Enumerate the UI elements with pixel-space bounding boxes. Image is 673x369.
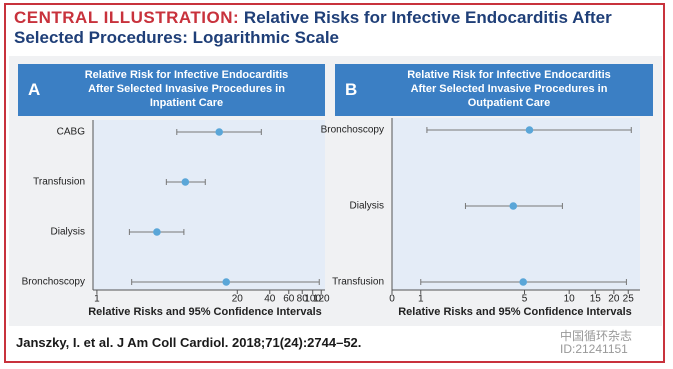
panel-title: Relative Risk for Infective Endocarditis… xyxy=(84,69,289,109)
x-tick-label: 1 xyxy=(94,294,100,305)
x-tick-label: 5 xyxy=(522,294,528,305)
y-tick-label: Dialysis xyxy=(350,201,384,212)
y-tick-label: Dialysis xyxy=(51,227,85,238)
header-label: CENTRAL ILLUSTRATION: xyxy=(14,8,240,27)
y-tick-label: CABG xyxy=(57,127,86,138)
plot-area xyxy=(93,120,325,290)
header-title: Relative Risks for Infective Endocarditi… xyxy=(14,8,612,47)
x-tick-label: 120 xyxy=(313,294,330,305)
x-tick-label: 100 xyxy=(304,294,321,305)
y-tick-label: Transfusion xyxy=(332,277,384,288)
point xyxy=(509,202,518,210)
point xyxy=(525,126,534,134)
point xyxy=(215,128,224,136)
x-tick-label: 80 xyxy=(297,294,309,305)
watermark-id: ID:21241151 xyxy=(560,342,628,356)
x-tick-label: 1 xyxy=(418,294,424,305)
x-axis-title: Relative Risks and 95% Confidence Interv… xyxy=(398,306,632,318)
panel-letter: A xyxy=(28,80,41,99)
point xyxy=(519,278,528,286)
watermark: 中国循环杂志 ID:21241151 xyxy=(560,330,632,356)
x-tick-label: 20 xyxy=(232,294,244,305)
panel-letter: B xyxy=(345,80,358,99)
panel-header: B Relative Risk for Infective Endocardit… xyxy=(335,64,653,116)
frame xyxy=(4,3,665,363)
y-tick-label: Bronchoscopy xyxy=(321,125,384,136)
point xyxy=(153,228,161,236)
x-axis-title: Relative Risks and 95% Confidence Interv… xyxy=(88,306,322,318)
point xyxy=(181,178,190,186)
panel-header: A Relative Risk for Infective Endocardit… xyxy=(18,64,325,116)
header: CENTRAL ILLUSTRATION: Relative Risks for… xyxy=(14,8,654,48)
x-tick-label: 15 xyxy=(590,294,602,305)
x-tick-label: 25 xyxy=(623,294,635,305)
x-tick-label: 20 xyxy=(608,294,620,305)
x-tick-label: 40 xyxy=(264,294,276,305)
y-tick-label: Transfusion xyxy=(33,177,85,188)
citation: Janszky, I. et al. J Am Coll Cardiol. 20… xyxy=(16,335,362,350)
x-tick-label: 0 xyxy=(389,294,395,305)
x-tick-label: 10 xyxy=(564,294,576,305)
watermark-name: 中国循环杂志 xyxy=(560,329,633,343)
point xyxy=(222,278,231,286)
y-tick-label: Bronchoscopy xyxy=(22,277,85,288)
panel-title: Relative Risk for Infective Endocarditis… xyxy=(407,69,611,109)
x-tick-label: 60 xyxy=(283,294,295,305)
